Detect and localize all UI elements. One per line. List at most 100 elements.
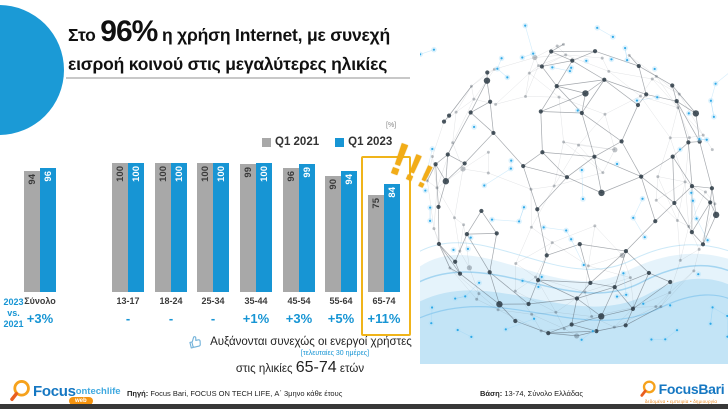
delta-label: - — [210, 311, 216, 326]
magnifier-icon — [638, 379, 658, 399]
bar-q1-2023-13-17: 100 — [128, 163, 144, 292]
bar-value-label: 99 — [242, 167, 254, 178]
bar-group-45-54: 96 99 45-54 +3% — [283, 162, 315, 326]
delta-header: 2023 vs. 2021 — [0, 297, 27, 329]
bar-q1-2023-65-74: 84 — [384, 183, 400, 292]
bar-q1-2023-25-34: 100 — [213, 163, 229, 292]
web-badge: web — [69, 397, 93, 405]
network-globe-image — [420, 22, 728, 364]
bar-value-label: 100 — [157, 166, 169, 182]
bar-value-label: 94 — [343, 173, 355, 185]
unit-label: [%] — [386, 122, 397, 129]
bar-value-label: 90 — [327, 178, 339, 190]
base-value: 13-74, Σύνολο Ελλάδας — [502, 389, 583, 398]
bar-q1-2021-18-24: 100 — [155, 163, 171, 292]
source-label: Πηγή: — [127, 389, 149, 398]
bar-q1-2021-Σύνολο: 94 — [24, 170, 40, 292]
delta-header-line: vs. — [7, 307, 20, 318]
logo-left-suffix: ontechlife — [75, 385, 121, 397]
delta-label: +11% — [367, 311, 401, 326]
bar-value-label: 100 — [114, 166, 126, 182]
bar-group-Σύνολο: 94 96 Σύνολο +3% — [24, 162, 56, 326]
bar-q1-2021-25-34: 100 — [197, 163, 213, 292]
bar-q1-2021-55-64: 90 — [325, 175, 341, 292]
category-label: 55-64 — [329, 296, 353, 306]
bar-value-label: 100 — [130, 166, 142, 182]
chart-legend: Q1 2021 Q1 2023 — [262, 136, 392, 148]
note-line2: [τελευταίες 30 ημέρες] — [300, 350, 370, 357]
base-label: Βάση: — [480, 389, 503, 398]
note-line1: Αυξάνονται συνεχώς οι ενεργοί χρήστες — [150, 334, 450, 350]
delta-label: +3% — [285, 311, 313, 326]
category-label: 35-44 — [244, 296, 268, 306]
delta-label: +3% — [26, 311, 54, 326]
title-line1-rest: η χρήση Internet, με συνεχή — [157, 25, 390, 45]
category-label: 65-74 — [372, 296, 396, 306]
bar-value-label: 100 — [173, 166, 185, 182]
legend-label: Q1 2021 — [275, 136, 320, 148]
bar-pair: 100 100 — [197, 162, 229, 292]
category-label: 13-17 — [116, 296, 140, 306]
bar-group-13-17: 100 100 13-17 - — [112, 162, 144, 326]
bar-pair: 90 94 — [325, 162, 357, 292]
logo-right-name: FocusBari — [658, 381, 725, 397]
bar-pair: 99 100 — [240, 162, 272, 292]
category-label: Σύνολο — [24, 296, 56, 306]
slide-title: Στο 96% η χρήση Internet, με συνεχή εισρ… — [68, 12, 423, 76]
bar-value-label: 94 — [26, 173, 38, 185]
insight-note: Αυξάνονται συνεχώς οι ενεργοί χρήστες [τ… — [150, 334, 450, 377]
legend-swatch-blue — [335, 137, 345, 147]
bar-group-55-64: 90 94 55-64 +5% — [325, 162, 357, 326]
bar-pair: 96 99 — [283, 162, 315, 292]
title-highlight: 96% — [100, 15, 158, 48]
category-label: 25-34 — [201, 296, 225, 306]
delta-label: +1% — [242, 311, 270, 326]
bar-pair: 100 100 — [155, 162, 187, 292]
bar-group-25-34: 100 100 25-34 - — [197, 162, 229, 326]
category-label: 18-24 — [159, 296, 183, 306]
bottom-bar — [0, 404, 728, 409]
delta-header-line: 2021 — [3, 318, 24, 329]
bar-pair: 75 84 — [368, 162, 400, 292]
bar-group-65-74: 75 84 65-74 +11% — [368, 162, 400, 326]
bar-q1-2021-45-54: 96 — [283, 168, 299, 292]
logo-right-tagline: δεδομένα • εμπειρία • δημιουργία — [644, 399, 718, 404]
bar-q1-2023-Σύνολο: 96 — [40, 168, 56, 292]
bar-pair: 100 100 — [112, 162, 144, 292]
delta-header-line: 2023 — [3, 297, 24, 307]
bar-q1-2023-55-64: 94 — [341, 170, 357, 292]
note-line3-suffix: ετών — [336, 363, 365, 375]
bar-q1-2021-13-17: 100 — [112, 163, 128, 292]
title-prefix: Στο — [68, 25, 101, 45]
legend-swatch-gray — [262, 137, 271, 147]
bar-q1-2023-35-44: 100 — [256, 163, 272, 292]
note-line3-prefix: στις ηλικίες — [235, 363, 296, 375]
logo-left-focus: Focus — [33, 382, 76, 400]
delta-label: +5% — [327, 311, 355, 326]
bar-value-label: 100 — [215, 166, 227, 182]
delta-label: - — [168, 311, 174, 326]
focusbari-logo: FocusBari δεδομένα • εμπειρία • δημιουργ… — [635, 379, 727, 404]
bar-value-label: 96 — [285, 171, 297, 182]
note-line3: στις ηλικίες 65-74 ετών — [150, 359, 450, 377]
bar-value-label: 100 — [258, 166, 270, 182]
title-divider — [66, 77, 410, 79]
source-value: Focus Bari, FOCUS ON TECH LIFE, Α΄ 3μηνο… — [148, 389, 343, 398]
bar-value-label: 99 — [301, 167, 313, 178]
focus-ontechlife-logo: Focus ontechlife web — [7, 378, 121, 405]
bar-value-label: 96 — [42, 171, 54, 182]
magnifier-icon — [7, 378, 33, 404]
bar-value-label: 100 — [199, 166, 211, 182]
title-line2: εισροή κοινού στις μεγαλύτερες ηλικίες — [68, 53, 388, 74]
thumbs-up-icon — [188, 334, 204, 350]
legend-item-q1-2023: Q1 2023 — [335, 136, 392, 148]
delta-label: - — [125, 311, 131, 326]
category-label: 45-54 — [287, 296, 311, 306]
base-note: Βάση: 13-74, Σύνολο Ελλάδας — [480, 389, 583, 398]
legend-label: Q1 2023 — [348, 136, 393, 148]
bar-q1-2021-35-44: 99 — [240, 164, 256, 292]
bar-group-18-24: 100 100 18-24 - — [155, 162, 187, 326]
highlight-box-65-74 — [361, 156, 411, 336]
